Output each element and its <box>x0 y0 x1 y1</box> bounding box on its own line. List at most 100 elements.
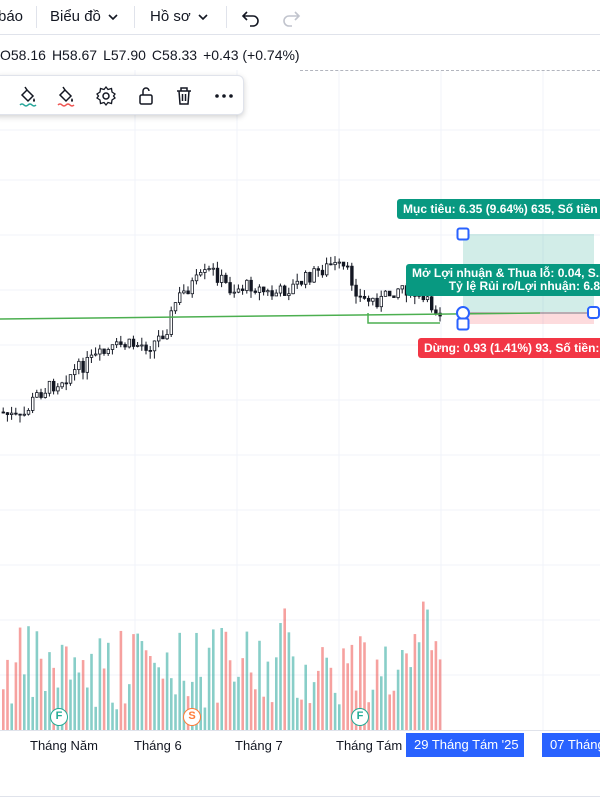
candle-body <box>362 296 367 299</box>
chevron-down-icon[interactable] <box>107 12 119 22</box>
volume-bar <box>396 669 400 730</box>
target-handle[interactable] <box>456 227 470 241</box>
settings-icon[interactable] <box>95 85 117 107</box>
candle-body <box>345 265 350 268</box>
volume-bar <box>90 653 93 730</box>
volume-bar <box>207 647 211 730</box>
volume-bar <box>178 632 181 730</box>
volume-bar <box>144 650 148 730</box>
volume-bar <box>283 608 286 730</box>
volume-bar <box>128 684 131 730</box>
paint-bucket-red-icon[interactable] <box>55 85 77 107</box>
candle-body <box>68 374 73 384</box>
volume-bar <box>199 676 202 730</box>
candle-body <box>127 338 131 348</box>
volume-bar <box>438 659 442 730</box>
volume-bar <box>174 694 177 730</box>
unlock-icon[interactable] <box>135 85 157 107</box>
candle-body <box>161 335 165 340</box>
stop-handle[interactable] <box>456 317 470 331</box>
volume-bar <box>266 661 270 730</box>
volume-bar <box>102 668 106 730</box>
time-label: Tháng Tám <box>336 738 403 753</box>
trash-icon[interactable] <box>173 85 195 107</box>
candle-body <box>366 297 371 302</box>
candle-body <box>354 284 358 297</box>
earnings-event-icon[interactable]: F <box>351 708 369 726</box>
volume-bar <box>98 638 102 730</box>
candle-body <box>115 341 119 346</box>
volume-bar <box>237 676 240 730</box>
candle-body <box>400 285 404 290</box>
volume-bar <box>430 650 433 730</box>
chevron-down-icon[interactable] <box>197 12 209 22</box>
open-value: O58.16 <box>0 47 46 63</box>
volume-bar <box>86 687 89 730</box>
redo-icon[interactable] <box>280 6 302 28</box>
trend-line-group[interactable] <box>0 312 541 324</box>
entry-handle[interactable] <box>456 306 470 320</box>
toolbar-divider <box>134 6 135 28</box>
candle-body <box>194 274 199 282</box>
candle-body <box>89 354 94 358</box>
trend-line[interactable] <box>0 312 541 320</box>
stop-zone[interactable] <box>463 312 594 324</box>
more-icon[interactable] <box>213 85 235 107</box>
candle-body <box>278 285 283 294</box>
volume-bar <box>254 689 257 730</box>
volume-bar <box>18 627 22 730</box>
paint-bucket-green-icon[interactable] <box>17 85 39 107</box>
volume-bar <box>279 623 282 730</box>
candle-body <box>203 269 207 273</box>
time-label: Tháng 6 <box>134 738 182 753</box>
candle-body <box>56 386 60 392</box>
candle-body <box>14 412 18 415</box>
change-value: +0.43 (+0.74%) <box>203 47 300 63</box>
candle-body <box>135 344 140 347</box>
candle-body <box>434 309 438 314</box>
alert-menu-label[interactable]: báo <box>0 8 24 25</box>
pl-label[interactable]: Mở Lợi nhuận & Thua lỗ: 0.04, S... Tỷ lệ… <box>406 264 600 296</box>
toolbar-divider <box>36 6 37 28</box>
volume-bar <box>170 678 173 730</box>
candle-body <box>253 290 257 293</box>
candle-body <box>261 286 266 293</box>
volume-bar <box>317 670 320 730</box>
volume-bar <box>245 631 249 730</box>
width-handle[interactable] <box>587 306 600 319</box>
profile-menu-button[interactable]: Hồ sơ <box>150 8 191 25</box>
candle-body <box>282 285 287 296</box>
volume-bar <box>203 707 207 730</box>
candle-body <box>270 290 274 297</box>
split-event-icon[interactable]: S <box>183 708 201 726</box>
candle-body <box>35 392 39 398</box>
time-axis[interactable]: Tháng Năm Tháng 6 Tháng 7 Tháng Tám 29 T… <box>0 730 600 760</box>
candle-body <box>232 291 236 294</box>
volume-bar <box>371 689 375 730</box>
candle-body <box>94 353 98 356</box>
volume-bar <box>153 662 156 730</box>
volume-bar <box>338 704 341 730</box>
volume-bar <box>291 656 295 730</box>
candle-body <box>30 396 35 411</box>
volume-bar <box>69 679 72 730</box>
chart-menu-button[interactable]: Biểu đồ <box>50 8 101 25</box>
candle-body <box>316 268 320 271</box>
undo-icon[interactable] <box>240 6 262 28</box>
candle-body <box>98 348 102 355</box>
candle-body <box>245 279 249 291</box>
volume-bar <box>350 644 354 730</box>
candle-body <box>26 410 31 415</box>
stop-label[interactable]: Dừng: 0.93 (1.41%) 93, Số tiền: <box>418 338 600 358</box>
candle-body <box>81 360 85 373</box>
volume-bar <box>165 652 169 730</box>
volume-bar <box>14 662 18 730</box>
volume-bar <box>6 659 9 730</box>
target-label[interactable]: Mục tiêu: 6.35 (9.64%) 635, Số tiền <box>397 199 600 219</box>
position-handles[interactable] <box>456 227 600 331</box>
volume-bar <box>182 680 186 730</box>
candle-body <box>379 295 383 308</box>
earnings-event-icon[interactable]: F <box>50 708 68 726</box>
volume-bar <box>111 702 114 730</box>
